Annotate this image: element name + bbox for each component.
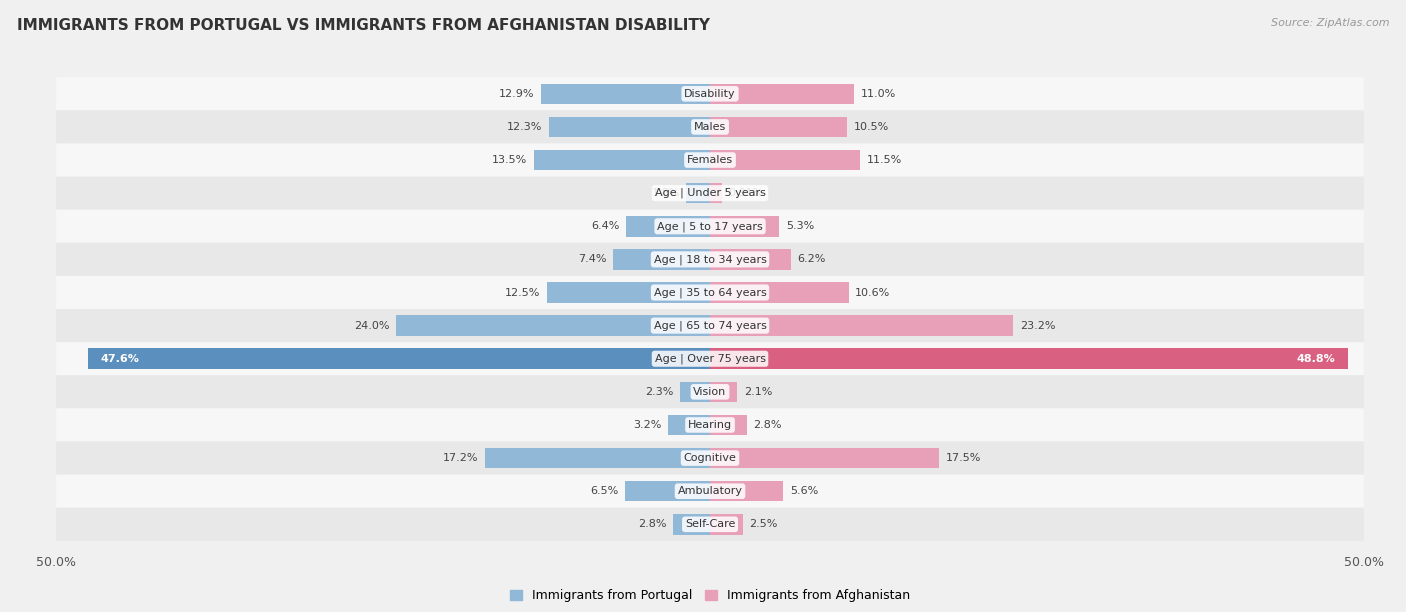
Text: 0.91%: 0.91% <box>728 188 763 198</box>
Bar <box>710 481 783 501</box>
Bar <box>626 216 710 236</box>
Text: Self-Care: Self-Care <box>685 520 735 529</box>
Text: Disability: Disability <box>685 89 735 99</box>
FancyBboxPatch shape <box>56 375 1364 408</box>
Text: 11.5%: 11.5% <box>868 155 903 165</box>
Bar <box>626 481 710 501</box>
Bar <box>710 150 860 170</box>
Bar <box>673 514 710 534</box>
Text: 47.6%: 47.6% <box>101 354 139 364</box>
Bar <box>710 448 939 468</box>
FancyBboxPatch shape <box>56 77 1364 110</box>
Bar <box>710 348 1348 369</box>
Text: Source: ZipAtlas.com: Source: ZipAtlas.com <box>1271 18 1389 28</box>
Legend: Immigrants from Portugal, Immigrants from Afghanistan: Immigrants from Portugal, Immigrants fro… <box>505 584 915 607</box>
Text: Hearing: Hearing <box>688 420 733 430</box>
Text: 5.3%: 5.3% <box>786 222 814 231</box>
Bar <box>710 84 853 104</box>
Text: 7.4%: 7.4% <box>578 255 607 264</box>
Text: 17.2%: 17.2% <box>443 453 478 463</box>
Text: 6.2%: 6.2% <box>797 255 825 264</box>
Text: Age | 5 to 17 years: Age | 5 to 17 years <box>657 221 763 231</box>
Text: 12.3%: 12.3% <box>508 122 543 132</box>
Bar <box>710 514 742 534</box>
Bar <box>547 282 710 303</box>
FancyBboxPatch shape <box>56 342 1364 375</box>
Text: 10.5%: 10.5% <box>853 122 889 132</box>
Text: Age | Over 75 years: Age | Over 75 years <box>655 354 765 364</box>
Text: 5.6%: 5.6% <box>790 486 818 496</box>
Bar <box>485 448 710 468</box>
Bar <box>396 315 710 336</box>
Bar <box>533 150 710 170</box>
Text: Cognitive: Cognitive <box>683 453 737 463</box>
Bar <box>710 415 747 435</box>
Text: 2.8%: 2.8% <box>754 420 782 430</box>
Text: Vision: Vision <box>693 387 727 397</box>
Bar <box>710 249 792 270</box>
Bar <box>710 282 849 303</box>
FancyBboxPatch shape <box>56 210 1364 243</box>
Bar <box>681 382 710 402</box>
Text: Age | Under 5 years: Age | Under 5 years <box>655 188 765 198</box>
Text: 12.5%: 12.5% <box>505 288 540 297</box>
Text: 2.5%: 2.5% <box>749 520 778 529</box>
Bar <box>686 183 710 203</box>
FancyBboxPatch shape <box>56 475 1364 508</box>
Bar <box>710 216 779 236</box>
FancyBboxPatch shape <box>56 309 1364 342</box>
FancyBboxPatch shape <box>56 508 1364 541</box>
Text: 24.0%: 24.0% <box>354 321 389 330</box>
FancyBboxPatch shape <box>56 143 1364 177</box>
FancyBboxPatch shape <box>56 177 1364 210</box>
Text: 2.1%: 2.1% <box>744 387 772 397</box>
Text: 13.5%: 13.5% <box>492 155 527 165</box>
FancyBboxPatch shape <box>56 243 1364 276</box>
Text: 11.0%: 11.0% <box>860 89 896 99</box>
Bar <box>550 117 710 137</box>
Bar <box>710 183 721 203</box>
Text: Age | 65 to 74 years: Age | 65 to 74 years <box>654 320 766 331</box>
Text: 6.5%: 6.5% <box>591 486 619 496</box>
Text: 2.8%: 2.8% <box>638 520 666 529</box>
Bar <box>541 84 710 104</box>
Text: 48.8%: 48.8% <box>1296 354 1336 364</box>
FancyBboxPatch shape <box>56 441 1364 475</box>
FancyBboxPatch shape <box>56 276 1364 309</box>
Text: 6.4%: 6.4% <box>592 222 620 231</box>
Text: 1.8%: 1.8% <box>651 188 681 198</box>
Text: IMMIGRANTS FROM PORTUGAL VS IMMIGRANTS FROM AFGHANISTAN DISABILITY: IMMIGRANTS FROM PORTUGAL VS IMMIGRANTS F… <box>17 18 710 34</box>
Bar <box>613 249 710 270</box>
Text: 2.3%: 2.3% <box>645 387 673 397</box>
Text: Males: Males <box>695 122 725 132</box>
Text: 12.9%: 12.9% <box>499 89 534 99</box>
Text: 23.2%: 23.2% <box>1019 321 1056 330</box>
FancyBboxPatch shape <box>56 110 1364 143</box>
Text: 10.6%: 10.6% <box>855 288 890 297</box>
Text: 17.5%: 17.5% <box>945 453 981 463</box>
Bar <box>87 348 710 369</box>
Bar <box>710 117 848 137</box>
Text: Age | 35 to 64 years: Age | 35 to 64 years <box>654 287 766 298</box>
Text: Age | 18 to 34 years: Age | 18 to 34 years <box>654 254 766 264</box>
Bar <box>668 415 710 435</box>
Bar <box>710 382 738 402</box>
Bar <box>710 315 1014 336</box>
Text: 3.2%: 3.2% <box>633 420 662 430</box>
Text: Females: Females <box>688 155 733 165</box>
Text: Ambulatory: Ambulatory <box>678 486 742 496</box>
FancyBboxPatch shape <box>56 408 1364 441</box>
